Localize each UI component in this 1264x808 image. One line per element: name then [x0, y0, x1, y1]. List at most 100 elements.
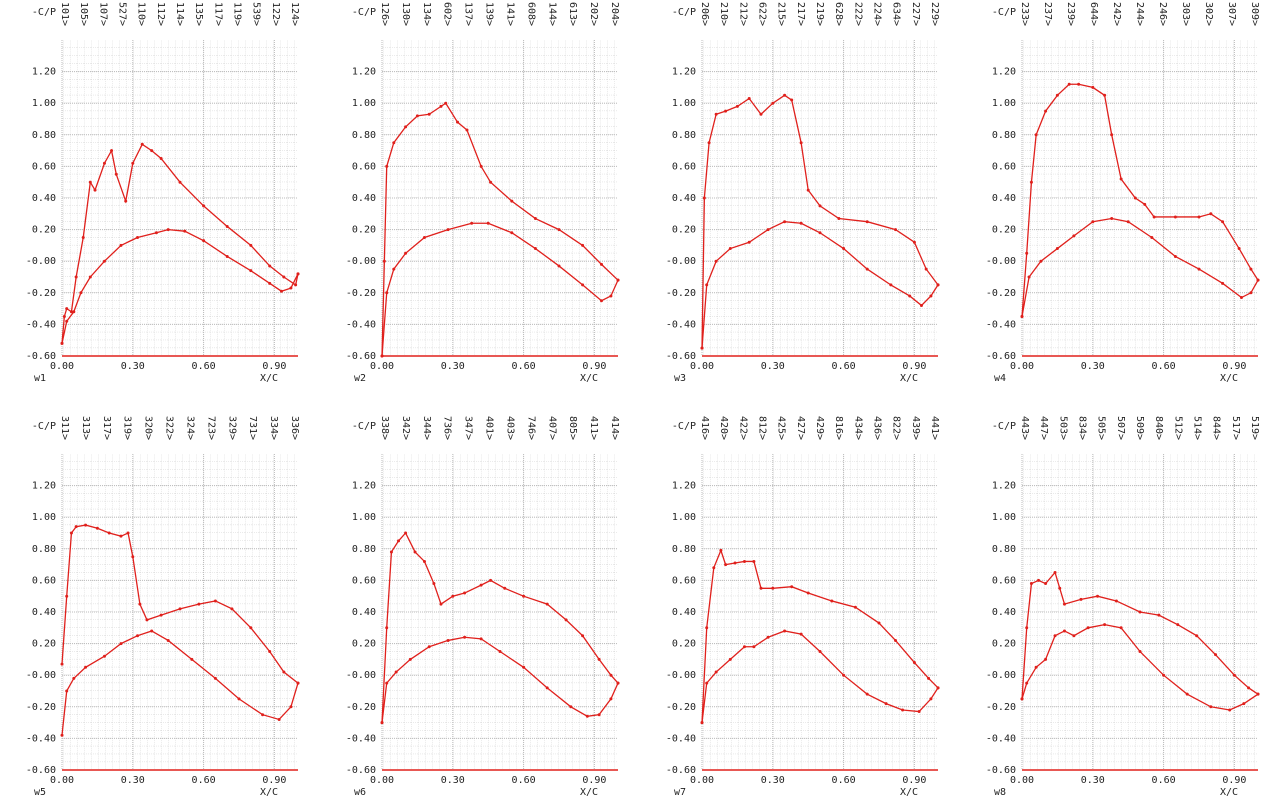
data-point	[865, 692, 869, 696]
tap-label: 224>	[872, 2, 883, 26]
y-tick-label: -0.00	[666, 256, 696, 267]
data-point	[225, 224, 229, 228]
tap-label: 246>	[1157, 2, 1168, 26]
data-point	[60, 662, 64, 666]
data-point	[1062, 602, 1066, 606]
data-point	[107, 531, 111, 535]
data-point	[1086, 626, 1090, 630]
tap-label: 324>	[184, 416, 195, 440]
data-point	[557, 228, 561, 232]
data-point	[1247, 686, 1251, 690]
tap-label: 139>	[484, 2, 495, 26]
tap-label: 503>	[1057, 416, 1068, 440]
data-point	[102, 654, 106, 658]
tap-label: 403>	[504, 416, 515, 440]
data-point	[261, 713, 265, 717]
data-point	[609, 294, 613, 298]
y-tick-label: 0.80	[992, 544, 1016, 555]
y-tick-label: -0.60	[666, 351, 696, 362]
data-point	[427, 645, 431, 649]
tap-label: 130>	[400, 2, 411, 26]
x-tick-label: 0.30	[441, 361, 465, 372]
y-tick-label: -0.20	[986, 702, 1016, 713]
data-point	[806, 591, 810, 595]
data-point	[742, 559, 746, 563]
y-tick-label: 0.60	[32, 161, 56, 172]
data-point	[1249, 291, 1253, 295]
x-tick-label: 0.60	[512, 775, 536, 786]
y-tick-label: 0.60	[32, 575, 56, 586]
data-point	[1185, 692, 1189, 696]
data-point	[88, 275, 92, 279]
data-point	[150, 149, 154, 153]
data-point	[385, 681, 389, 685]
tap-label: 344>	[421, 416, 432, 440]
data-point	[1209, 705, 1213, 709]
data-point	[74, 525, 78, 529]
data-point	[277, 717, 281, 721]
data-point	[917, 710, 921, 714]
panel: -0.60 -0.40 -0.20 -0.00 0.20 0.40 0.60 0.80 1.00…	[346, 416, 620, 798]
data-point	[1029, 180, 1033, 184]
data-point	[282, 275, 286, 279]
data-point	[1044, 657, 1048, 661]
x-axis-label: X/C	[900, 787, 918, 798]
tap-label: 114>	[174, 2, 185, 26]
data-point	[908, 294, 912, 298]
data-point	[1242, 702, 1246, 706]
tap-label: 723>	[205, 416, 216, 440]
tap-label: 134>	[421, 2, 432, 26]
y-tick-label: 0.20	[992, 639, 1016, 650]
data-point	[759, 112, 763, 116]
data-point	[178, 607, 182, 611]
tap-label: 215>	[776, 2, 787, 26]
data-point	[557, 264, 561, 268]
x-tick-label: 0.90	[1222, 361, 1246, 372]
x-tick-label: 0.90	[902, 361, 926, 372]
data-point	[213, 599, 217, 603]
data-point	[522, 594, 526, 598]
data-point	[385, 164, 389, 168]
data-point	[249, 243, 253, 247]
data-point	[69, 310, 73, 314]
data-point	[728, 657, 732, 661]
y-tick-label: 0.80	[672, 130, 696, 141]
data-point	[1053, 571, 1057, 574]
data-point	[702, 196, 706, 200]
tap-label: 834>	[1077, 416, 1088, 440]
data-point	[404, 125, 408, 129]
tap-label: 429>	[814, 416, 825, 440]
data-point	[463, 635, 467, 639]
tap-label: 644>	[1088, 2, 1099, 26]
data-point	[1079, 597, 1083, 601]
tap-label: 244>	[1134, 2, 1145, 26]
tap-label: 329>	[226, 416, 237, 440]
tap-label: 237>	[1042, 2, 1053, 26]
y-tick-label: 1.20	[32, 67, 56, 78]
data-point	[380, 354, 384, 358]
data-point	[564, 618, 568, 622]
y-tick-label: 0.40	[352, 607, 376, 618]
data-point	[65, 594, 69, 598]
panel: -0.60 -0.40 -0.20 -0.00 0.20 0.40 0.60 0.80 1.00…	[666, 2, 940, 384]
data-point	[422, 236, 426, 239]
data-point	[427, 112, 431, 116]
data-point	[197, 602, 201, 606]
y-tick-label: 1.00	[672, 512, 696, 523]
data-point	[413, 550, 417, 554]
data-point	[1228, 708, 1232, 712]
data-point	[131, 555, 135, 559]
data-point	[806, 188, 810, 192]
tap-label: 322>	[164, 416, 175, 440]
tap-label: 338>	[379, 416, 390, 440]
data-point	[1138, 610, 1142, 614]
y-tick-label: -0.40	[346, 733, 376, 744]
panel: -0.60 -0.40 -0.20 -0.00 0.20 0.40 0.60 0.80 1.00…	[26, 416, 300, 798]
y-tick-label: -0.00	[26, 256, 56, 267]
data-point	[766, 228, 770, 232]
data-point	[65, 307, 69, 311]
data-point	[60, 733, 64, 737]
data-point	[110, 149, 114, 153]
data-point	[783, 93, 787, 97]
y-tick-label: -0.00	[26, 670, 56, 681]
